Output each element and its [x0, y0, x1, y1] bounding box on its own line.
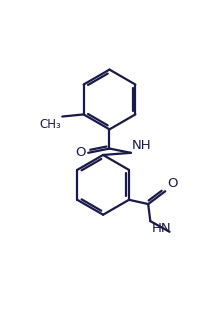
Text: NH: NH: [132, 139, 152, 152]
Text: HN: HN: [151, 222, 171, 235]
Text: O: O: [76, 146, 86, 159]
Text: O: O: [167, 177, 178, 190]
Text: CH₃: CH₃: [39, 118, 61, 130]
